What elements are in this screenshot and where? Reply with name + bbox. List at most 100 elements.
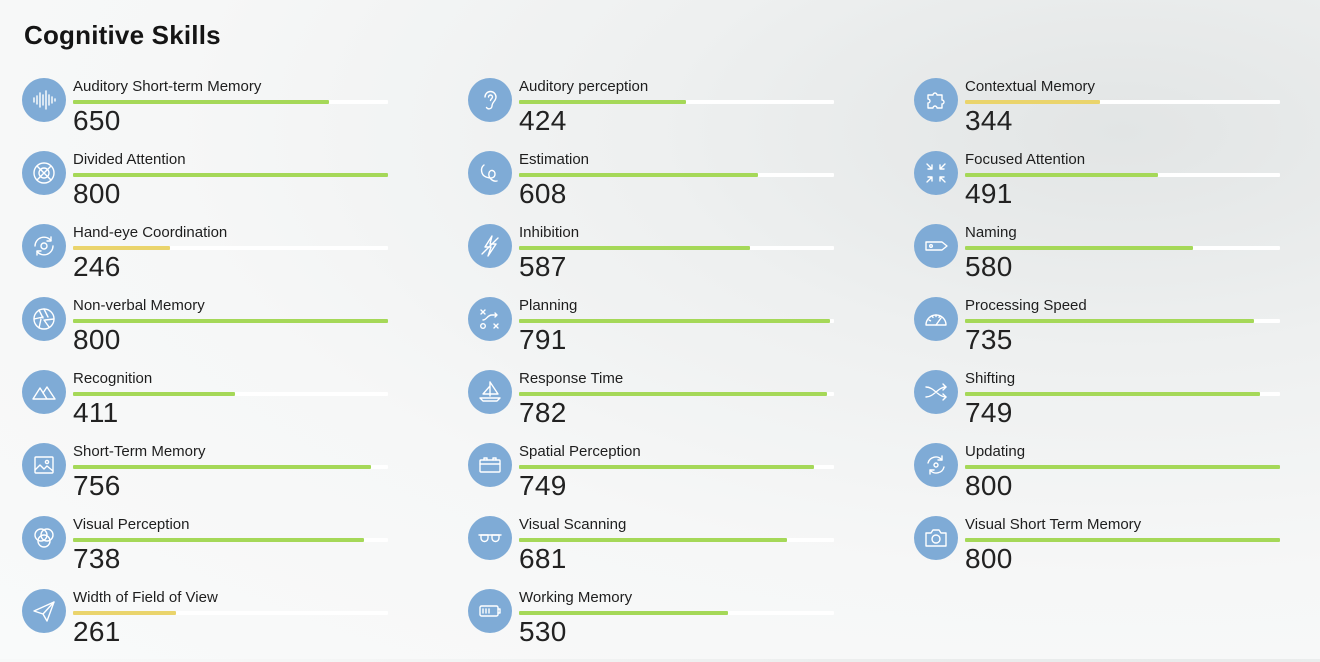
skill-progress-bar: [519, 465, 834, 469]
skill-progress-bar: [73, 392, 388, 396]
skill-score: 749: [965, 397, 1013, 428]
skill-name: Spatial Perception: [519, 443, 641, 460]
skill-score: 344: [965, 105, 1013, 136]
tag-icon: [914, 224, 958, 268]
skill-name: Visual Short Term Memory: [965, 516, 1142, 533]
tactics-icon: [468, 297, 512, 341]
skill-progress-fill: [965, 173, 1159, 177]
skill-working-memory: Working Memory 530: [468, 589, 914, 662]
skill-non-verbal-memory: Non-verbal Memory 800: [22, 297, 468, 370]
skill-progress-fill: [519, 100, 686, 104]
skill-name: Inhibition: [519, 224, 580, 241]
skill-score: 800: [73, 324, 121, 355]
skill-name: Divided Attention: [73, 151, 186, 168]
aperture-icon: [22, 297, 66, 341]
slashed-bolt-icon: [468, 224, 512, 268]
skill-progress-bar: [519, 173, 834, 177]
skill-progress-fill: [519, 173, 759, 177]
skill-processing-speed: Processing Speed 735: [914, 297, 1320, 370]
skill-progress-bar: [73, 246, 388, 250]
skill-name: Planning: [519, 297, 578, 314]
skill-progress-fill: [965, 100, 1101, 104]
paper-plane-icon: [22, 589, 66, 633]
skill-progress-bar: [519, 319, 834, 323]
skill-progress-fill: [965, 465, 1280, 469]
skill-name: Shifting: [965, 370, 1016, 387]
skill-progress-bar: [965, 538, 1280, 542]
skill-name: Visual Scanning: [519, 516, 627, 533]
skill-name: Updating: [965, 443, 1026, 460]
skill-progress-bar: [73, 611, 388, 615]
skill-progress-bar: [965, 319, 1280, 323]
skill-score: 411: [73, 397, 119, 428]
skill-divided-attention: Divided Attention 800: [22, 151, 468, 224]
skill-name: Short-Term Memory: [73, 443, 206, 460]
skill-name: Auditory Short-term Memory: [73, 78, 262, 95]
skill-score: 261: [73, 616, 121, 647]
skill-score: 530: [519, 616, 567, 647]
skill-visual-scanning: Visual Scanning 681: [468, 516, 914, 589]
skill-progress-bar: [73, 319, 388, 323]
skill-score: 608: [519, 178, 567, 209]
rotate-target-icon: [22, 224, 66, 268]
loop-icon: [468, 151, 512, 195]
skill-score: 782: [519, 397, 567, 428]
refresh-icon: [914, 443, 958, 487]
skill-name: Auditory perception: [519, 78, 649, 95]
skill-name: Focused Attention: [965, 151, 1086, 168]
skill-progress-fill: [519, 465, 814, 469]
skill-auditory-perception: Auditory perception 424: [468, 78, 914, 151]
skills-grid: Auditory Short-term Memory 650 Auditory pe…: [22, 78, 1320, 662]
skill-score: 580: [965, 251, 1013, 282]
page-title: Cognitive Skills: [24, 20, 221, 50]
skill-progress-fill: [519, 246, 751, 250]
skill-progress-bar: [519, 100, 834, 104]
puzzle-icon: [914, 78, 958, 122]
skill-name: Contextual Memory: [965, 78, 1096, 95]
skill-planning: Planning 791: [468, 297, 914, 370]
glasses-icon: [468, 516, 512, 560]
skill-progress-bar: [519, 246, 834, 250]
skill-score: 650: [73, 105, 121, 136]
skill-naming: Naming 580: [914, 224, 1320, 297]
skill-name: Response Time: [519, 370, 624, 387]
skill-visual-perception: Visual Perception 738: [22, 516, 468, 589]
speedometer-icon: [914, 297, 958, 341]
skill-name: Visual Perception: [73, 516, 190, 533]
skill-progress-bar: [519, 538, 834, 542]
skill-inhibition: Inhibition 587: [468, 224, 914, 297]
skill-visual-short-term-memory: Visual Short Term Memory 800: [914, 516, 1320, 589]
skill-progress-bar: [965, 246, 1280, 250]
skill-name: Estimation: [519, 151, 590, 168]
skill-name: Non-verbal Memory: [73, 297, 205, 314]
skill-estimation: Estimation 608: [468, 151, 914, 224]
skill-progress-fill: [965, 246, 1194, 250]
skill-hand-eye-coordination: Hand-eye Coordination 246: [22, 224, 468, 297]
skill-recognition: Recognition 411: [22, 370, 468, 443]
skill-name: Working Memory: [519, 589, 633, 606]
skill-progress-fill: [519, 319, 831, 323]
skill-name: Width of Field of View: [73, 589, 218, 606]
skill-progress-fill: [965, 538, 1280, 542]
skill-name: Recognition: [73, 370, 153, 387]
skill-score: 749: [519, 470, 567, 501]
skill-progress-fill: [519, 392, 827, 396]
skill-short-term-memory: Short-Term Memory 756: [22, 443, 468, 516]
skill-updating: Updating 800: [914, 443, 1320, 516]
skill-score: 681: [519, 543, 567, 574]
skill-spatial-perception: Spatial Perception 749: [468, 443, 914, 516]
skill-progress-fill: [73, 319, 388, 323]
focus-arrows-icon: [914, 151, 958, 195]
skill-progress-bar: [519, 392, 834, 396]
soundwave-icon: [22, 78, 66, 122]
skill-score: 800: [965, 470, 1013, 501]
skill-progress-bar: [73, 100, 388, 104]
skill-shifting: Shifting 749: [914, 370, 1320, 443]
sailboat-icon: [468, 370, 512, 414]
circles-icon: [22, 516, 66, 560]
skill-name: Naming: [965, 224, 1017, 241]
skill-score: 424: [519, 105, 567, 136]
skill-progress-bar: [965, 465, 1280, 469]
skill-score: 587: [519, 251, 567, 282]
skill-progress-bar: [965, 173, 1280, 177]
